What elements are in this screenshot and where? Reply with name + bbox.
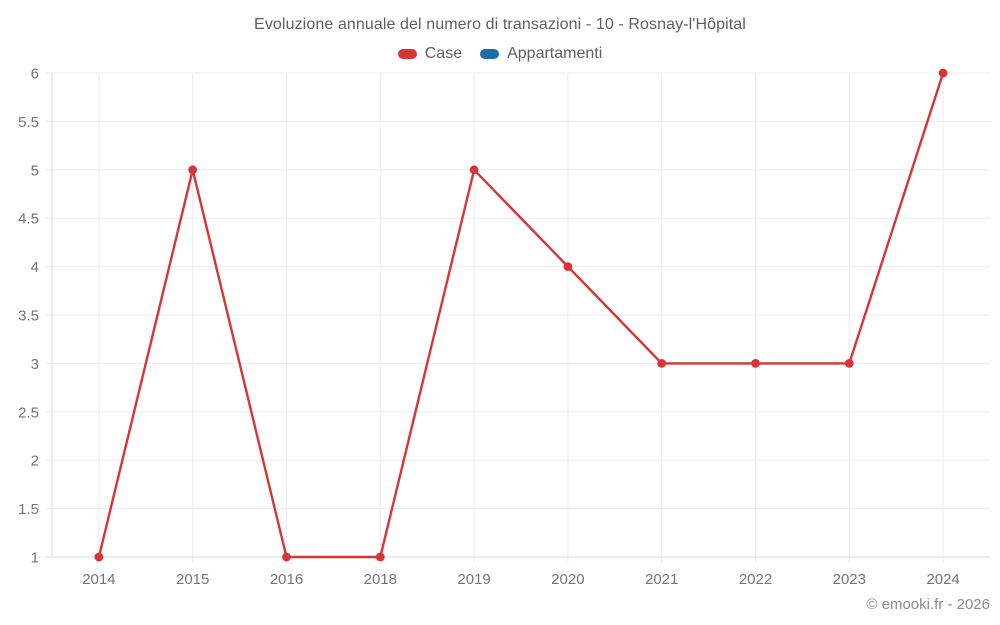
legend-item-appartamenti[interactable]: Appartamenti: [480, 45, 602, 63]
legend-swatch-case-icon: [397, 49, 417, 59]
x-tick-label: 2016: [270, 571, 303, 588]
y-tick-label: 1.5: [18, 501, 39, 518]
data-point-case[interactable]: [563, 262, 573, 271]
y-tick-label: 2: [31, 453, 39, 470]
data-point-case[interactable]: [282, 552, 291, 562]
x-tick-label: 2015: [176, 571, 209, 588]
y-tick-label: 3: [31, 356, 39, 373]
y-tick-label: 1: [31, 550, 39, 567]
data-point-case[interactable]: [469, 165, 479, 175]
legend-label-appartamenti: Appartamenti: [507, 45, 603, 62]
data-point-case[interactable]: [375, 552, 385, 562]
data-point-case[interactable]: [188, 165, 198, 175]
series-line-case: [97, 72, 945, 559]
y-tick-label: 5: [31, 162, 39, 179]
chart-legend: Case Appartamenti: [0, 45, 1000, 63]
data-point-case[interactable]: [844, 359, 854, 368]
legend-label-case: Case: [424, 45, 463, 62]
data-point-case[interactable]: [938, 68, 948, 78]
x-tick-label: 2021: [645, 571, 678, 588]
data-point-case[interactable]: [657, 359, 667, 368]
y-tick-label: 4.5: [18, 211, 39, 228]
y-tick-label: 2.5: [18, 404, 39, 421]
x-tick-label: 2022: [739, 571, 772, 588]
x-tick-label: 2020: [551, 571, 584, 588]
y-tick-label: 5.5: [18, 114, 39, 131]
x-tick-label: 2014: [82, 571, 115, 588]
x-tick-label: 2024: [926, 571, 959, 588]
x-tick-label: 2018: [364, 571, 397, 588]
data-point-case[interactable]: [751, 359, 760, 368]
y-tick-label: 6: [31, 66, 39, 83]
y-tick-label: 3.5: [18, 308, 39, 325]
chart-title: Evoluzione annuale del numero di transaz…: [254, 16, 746, 33]
legend-swatch-appartamenti-icon: [480, 49, 500, 59]
legend-item-case[interactable]: Case: [397, 45, 463, 63]
footer-credit: © emooki.fr - 2026: [866, 596, 990, 613]
x-tick-label: 2023: [833, 571, 866, 588]
x-tick-label: 2019: [457, 571, 490, 588]
y-tick-label: 4: [31, 259, 39, 276]
data-point-case[interactable]: [94, 552, 104, 562]
